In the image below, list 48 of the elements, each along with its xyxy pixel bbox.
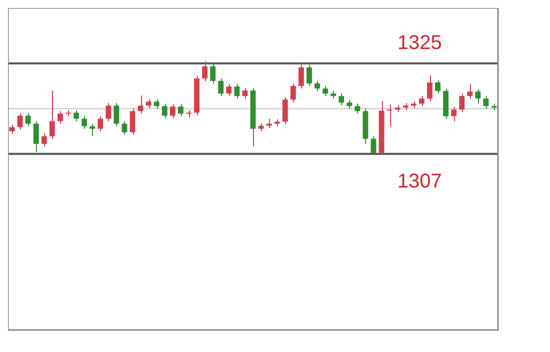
candlestick: [475, 88, 481, 104]
candlestick: [418, 96, 424, 107]
candlestick: [106, 102, 112, 122]
candlestick: [82, 116, 88, 130]
candlestick: [483, 96, 489, 110]
candlestick: [178, 104, 184, 117]
ref-line-label: 1325: [397, 32, 442, 54]
candlestick: [459, 93, 465, 113]
ref-line-label: 1307: [397, 170, 442, 192]
candlestick: [467, 83, 473, 100]
candlestick: [114, 102, 120, 127]
candlestick: [298, 64, 304, 89]
candlestick: [162, 103, 168, 119]
candlestick: [90, 123, 96, 137]
candlestick: [138, 95, 144, 114]
candlestick: [130, 108, 136, 136]
candlestick: [290, 82, 296, 103]
candlestick: [242, 87, 248, 100]
candlestick: [370, 136, 376, 154]
candlestick: [146, 98, 152, 109]
candlestick: [427, 74, 432, 102]
candlestick: [322, 85, 328, 97]
candlestick: [338, 93, 344, 106]
candlestick: [122, 120, 128, 136]
candlestick: [218, 78, 224, 97]
candlestick: [9, 124, 15, 134]
candlestick: [354, 103, 360, 114]
candlestick: [202, 60, 208, 82]
candlestick: [98, 116, 104, 132]
candlestick: [306, 64, 312, 86]
candlestick: [386, 104, 392, 127]
candlestick: [33, 120, 39, 152]
candlestick: [314, 80, 320, 92]
candlestick: [49, 90, 55, 140]
candlestick: [226, 83, 232, 97]
candlestick: [266, 118, 272, 129]
candlestick: [58, 110, 63, 124]
candlestick: [210, 63, 216, 84]
candlestick: [234, 83, 240, 100]
candlestick: [41, 133, 47, 147]
candlestick: [451, 106, 457, 122]
candlestick: [17, 112, 23, 130]
candlestick: [25, 112, 31, 127]
candlestick: [435, 79, 440, 94]
candlestick: [282, 96, 288, 125]
candlestick: [170, 104, 176, 119]
candlestick: [74, 110, 79, 122]
candlestick: [154, 98, 160, 110]
